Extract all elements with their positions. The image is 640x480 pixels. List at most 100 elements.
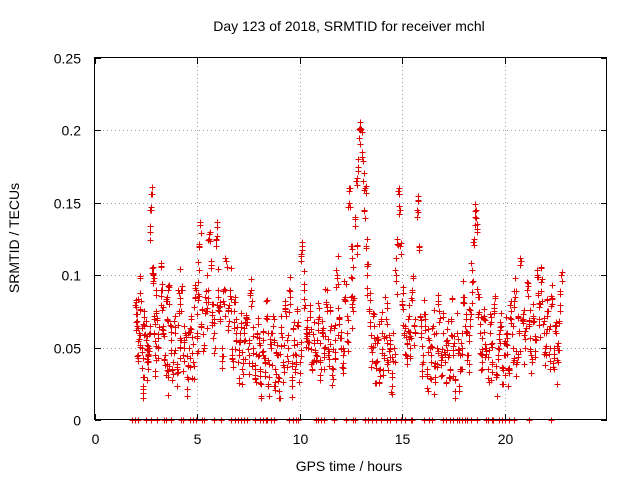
data-point (169, 377, 176, 384)
data-point (425, 349, 432, 356)
data-point (191, 363, 198, 370)
data-point (559, 278, 566, 285)
data-point (352, 223, 359, 230)
data-point (349, 325, 356, 332)
data-point (543, 352, 550, 359)
data-point (216, 304, 223, 311)
data-point (286, 309, 293, 316)
data-point (357, 141, 364, 148)
data-point (279, 334, 286, 341)
data-point (421, 311, 428, 318)
y-tick-label: 0.1 (62, 268, 82, 284)
data-point (298, 347, 305, 354)
data-point (469, 279, 476, 286)
data-point (477, 330, 484, 337)
data-point (179, 283, 186, 290)
data-point (504, 342, 511, 349)
data-point (258, 381, 265, 388)
data-point (393, 272, 400, 279)
data-point (412, 329, 419, 336)
data-point (272, 379, 279, 386)
data-point (140, 386, 147, 393)
data-point (238, 310, 245, 317)
data-point (386, 332, 393, 339)
data-point (135, 338, 142, 345)
data-point (165, 374, 172, 381)
data-point (464, 357, 471, 364)
data-point (373, 359, 380, 366)
data-point (298, 353, 305, 360)
data-point (327, 304, 334, 311)
data-point (544, 297, 551, 304)
data-point (177, 344, 184, 351)
data-point (319, 329, 326, 336)
data-point (341, 296, 348, 303)
data-point (194, 333, 201, 340)
data-point (168, 323, 175, 330)
data-point (141, 332, 148, 339)
data-point (332, 322, 339, 329)
data-point (394, 291, 401, 298)
data-point (231, 325, 238, 332)
data-point (311, 319, 318, 326)
data-point (246, 371, 253, 378)
data-point (151, 275, 158, 282)
data-point (205, 237, 212, 244)
data-point (525, 283, 532, 290)
data-point (221, 301, 228, 308)
data-point (528, 352, 535, 359)
data-point (331, 417, 338, 424)
data-point (211, 350, 218, 357)
data-point (154, 417, 161, 424)
data-point (236, 375, 243, 382)
data-point (260, 337, 267, 344)
data-point (202, 294, 209, 301)
data-point (257, 366, 264, 373)
data-point (471, 236, 478, 243)
data-point (250, 350, 257, 357)
data-point (281, 369, 288, 376)
data-point (392, 351, 399, 358)
data-point (146, 348, 153, 355)
data-point (239, 349, 246, 356)
data-point (365, 261, 372, 268)
data-point (154, 317, 161, 324)
data-point (231, 308, 238, 315)
data-point (444, 337, 451, 344)
data-point (152, 368, 159, 375)
data-point (511, 417, 518, 424)
data-point (160, 304, 167, 311)
data-point (539, 276, 546, 283)
data-point (253, 379, 260, 386)
data-point (387, 341, 394, 348)
data-point (449, 296, 456, 303)
data-point (313, 352, 320, 359)
data-point (317, 372, 324, 379)
data-point (175, 369, 182, 376)
data-point (162, 352, 169, 359)
data-point (256, 340, 263, 347)
data-point (144, 377, 151, 384)
data-point (377, 373, 384, 380)
data-point (147, 207, 154, 214)
data-point (195, 259, 202, 266)
data-point (384, 340, 391, 347)
data-point (335, 253, 342, 260)
data-point (369, 349, 376, 356)
data-point (161, 357, 168, 364)
data-point (232, 346, 239, 353)
data-point (474, 417, 481, 424)
data-point (345, 317, 352, 324)
data-point (515, 314, 522, 321)
data-point (200, 331, 207, 338)
data-point (511, 288, 518, 295)
data-point (511, 304, 518, 311)
data-point (211, 320, 218, 327)
data-point (243, 322, 250, 329)
data-point (396, 203, 403, 210)
data-point (349, 304, 356, 311)
data-point (437, 315, 444, 322)
data-point (276, 375, 283, 382)
data-point (379, 309, 386, 316)
data-point (556, 347, 563, 354)
